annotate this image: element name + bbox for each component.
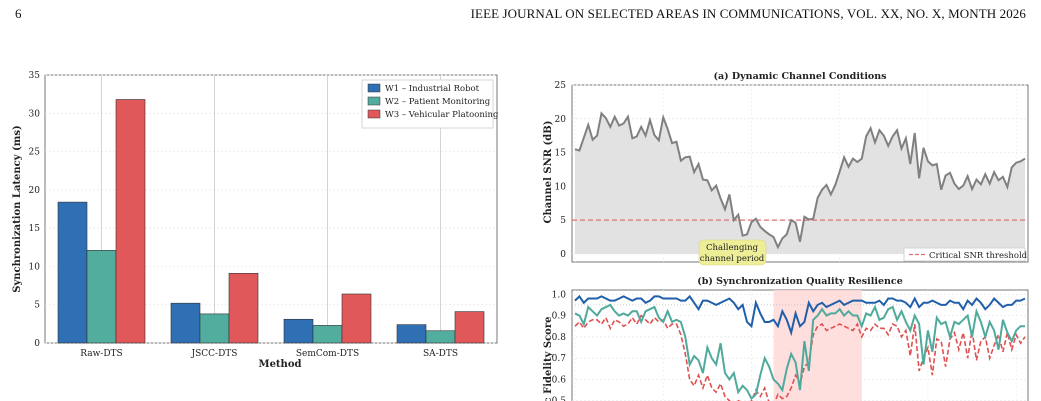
bar-jscc-dts-w3 <box>228 273 259 344</box>
snr-y-label: Channel SNR (dB) <box>543 121 554 224</box>
fidelity-series-teal <box>574 303 1025 401</box>
snr-callout-line1: Challenging <box>706 243 759 253</box>
bar-y-tick: 30 <box>29 109 41 119</box>
legend-swatch-w2 <box>367 96 381 106</box>
fidelity-y-ticks: 0.5 0.6 0.7 0.8 0.9 1.0 <box>552 290 567 401</box>
bar-semcom-dts-w1 <box>283 318 314 344</box>
bar-sa-dts-w3 <box>454 311 485 344</box>
bar-y-tick: 25 <box>29 148 41 158</box>
legend-swatch-w1 <box>367 83 381 93</box>
bar-x-tick: JSCC-DTS <box>191 349 238 359</box>
bar-legend-box <box>361 79 494 129</box>
bar-raw-dts-w2 <box>86 250 117 344</box>
bar-sa-dts-w1 <box>396 324 427 344</box>
snr-area <box>575 113 1025 254</box>
bar-series <box>57 99 485 344</box>
bar-jscc-dts-w1 <box>170 302 201 344</box>
fidelity-chart: (b) Synchronization Quality Resilience 0… <box>543 276 1029 401</box>
bar-x-tick: Raw-DTS <box>80 349 122 359</box>
fidelity-y-tick: 1.0 <box>552 290 567 300</box>
fidelity-y-tick: 0.7 <box>552 354 567 364</box>
legend-label-w1: W1 – Industrial Robot <box>385 84 480 94</box>
snr-y-tick: 15 <box>555 149 567 159</box>
bar-y-tick: 15 <box>29 224 41 234</box>
page-number: 6 <box>15 6 22 21</box>
snr-legend-label: Critical SNR threshold <box>929 251 1028 261</box>
bar-x-tick: SA-DTS <box>423 349 458 359</box>
snr-legend: Critical SNR threshold <box>903 247 1028 262</box>
bar-raw-dts-w1 <box>57 201 88 344</box>
bar-y-tick: 20 <box>29 186 41 196</box>
bar-semcom-dts-w3 <box>341 293 372 344</box>
fidelity-y-tick: 0.8 <box>552 333 567 343</box>
fidelity-chart-title: (b) Synchronization Quality Resilience <box>697 276 903 287</box>
bar-x-tick: SemCom-DTS <box>296 349 359 359</box>
bar-semcom-dts-w2 <box>312 325 343 344</box>
snr-callout: Challenging channel period <box>698 239 767 266</box>
bar-y-tick: 5 <box>34 301 40 311</box>
bar-legend: W1 – Industrial Robot W2 – Patient Monit… <box>361 79 499 129</box>
snr-callout-line2: channel period <box>700 254 765 264</box>
snr-chart: (a) Dynamic Channel Conditions 0 5 10 15 20 2… <box>543 71 1029 266</box>
fidelity-y-tick: 0.6 <box>552 375 567 385</box>
bar-y-tick: 35 <box>29 71 41 81</box>
snr-y-ticks: 0 5 10 15 20 25 <box>555 81 567 260</box>
snr-y-tick: 0 <box>560 250 566 260</box>
bar-y-ticks: 0 5 10 15 20 25 30 35 <box>29 71 41 349</box>
snr-callout-box <box>698 239 767 266</box>
bar-raw-dts-w3 <box>115 99 146 344</box>
snr-chart-title: (a) Dynamic Channel Conditions <box>713 71 886 82</box>
legend-label-w2: W2 – Patient Monitoring <box>385 97 491 107</box>
fidelity-y-tick: 0.9 <box>552 312 567 322</box>
challenge-region <box>773 290 862 401</box>
legend-label-w3: W3 – Vehicular Platooning <box>385 110 499 120</box>
snr-y-tick: 25 <box>555 81 567 91</box>
journal-header: IEEE JOURNAL ON SELECTED AREAS IN COMMUN… <box>470 6 1026 21</box>
fidelity-y-label: c Fidelity Score <box>543 317 554 401</box>
latency-bar-chart: 0 5 10 15 20 25 30 35 Raw-DTS JSCC-DTS SemCom-DTS… <box>12 71 499 370</box>
bar-x-ticks: Raw-DTS JSCC-DTS SemCom-DTS SA-DTS <box>80 349 458 359</box>
snr-y-tick: 10 <box>555 182 567 192</box>
snr-y-tick: 20 <box>555 115 567 125</box>
bar-jscc-dts-w2 <box>199 313 230 344</box>
bar-y-tick: 10 <box>29 262 41 272</box>
bar-x-label: Method <box>259 359 302 370</box>
snr-legend-box <box>903 247 1026 262</box>
snr-line <box>574 111 1026 250</box>
legend-swatch-w3 <box>367 109 381 119</box>
bar-y-label: Synchronization Latency (ms) <box>12 125 23 293</box>
fidelity-y-tick: 0.5 <box>552 397 567 401</box>
snr-y-tick: 5 <box>560 216 566 226</box>
fidelity-series-blue <box>574 294 1026 337</box>
bar-y-tick: 0 <box>34 339 40 349</box>
bar-sa-dts-w2 <box>425 330 456 344</box>
